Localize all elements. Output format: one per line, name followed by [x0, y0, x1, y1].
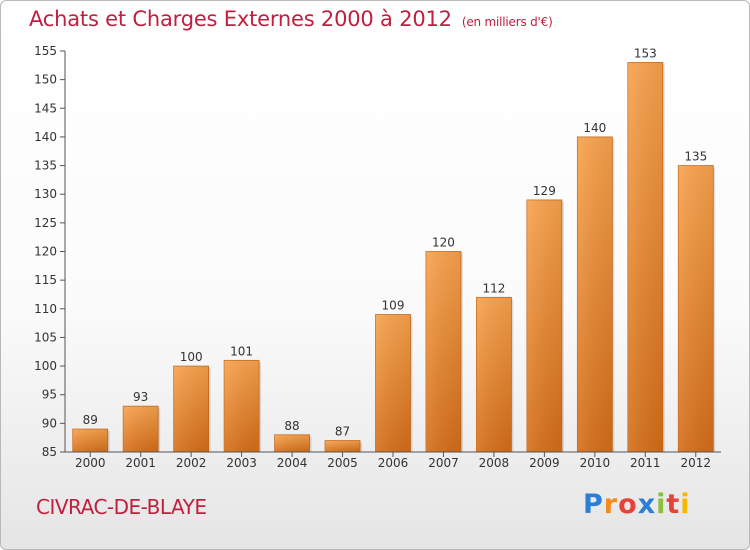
data-label: 140	[583, 121, 606, 135]
data-label: 87	[335, 425, 350, 439]
y-tick-label: 140	[34, 130, 57, 144]
data-label: 120	[432, 236, 455, 250]
bar-highlight	[425, 251, 461, 452]
y-tick-label: 155	[34, 44, 57, 58]
proxiti-logo: Proxiti	[583, 489, 691, 520]
x-tick-label: 2007	[428, 456, 459, 470]
logo-letter: o	[618, 489, 638, 520]
y-tick-label: 95	[42, 388, 57, 402]
y-tick-label: 115	[34, 273, 57, 287]
bar-highlight	[274, 434, 310, 452]
data-label: 101	[230, 344, 253, 358]
y-tick-label: 120	[34, 245, 57, 259]
x-tick-label: 2006	[378, 456, 409, 470]
data-label: 112	[482, 281, 505, 295]
y-tick-label: 85	[42, 445, 57, 459]
y-tick-label: 145	[34, 101, 57, 115]
bar-highlight	[577, 136, 613, 452]
bar-highlight	[72, 429, 108, 452]
logo-letter: x	[637, 489, 657, 520]
data-label: 93	[133, 390, 148, 404]
bar-highlight	[476, 297, 512, 452]
logo-letter: t	[666, 489, 681, 520]
x-tick-label: 2011	[630, 456, 661, 470]
x-tick-label: 2008	[479, 456, 510, 470]
data-label: 129	[533, 184, 556, 198]
x-tick-label: 2003	[226, 456, 257, 470]
logo-letter: r	[603, 489, 619, 520]
x-tick-label: 2009	[529, 456, 560, 470]
bar-highlight	[224, 360, 260, 452]
data-label: 109	[382, 299, 405, 313]
data-label: 100	[180, 350, 203, 364]
bar-highlight	[375, 314, 411, 452]
x-tick-label: 2004	[277, 456, 308, 470]
logo-letter: P	[583, 489, 604, 520]
y-tick-label: 110	[34, 302, 57, 316]
bar-highlight	[627, 62, 663, 452]
y-axis: 85 90 95 100 105 110 115 120 125 130 135 140 145 150 1…	[34, 44, 66, 459]
data-label: 89	[83, 413, 98, 427]
x-tick-label: 2010	[580, 456, 611, 470]
logo-letter: i	[656, 489, 667, 520]
y-tick-label: 100	[34, 359, 57, 373]
y-tick-label: 90	[42, 416, 57, 430]
bar-highlight	[526, 199, 562, 452]
x-tick-label: 2002	[176, 456, 207, 470]
x-axis: 2000 2001 2002 2003 2004 2005 2006 2007 2008 2009…	[65, 451, 721, 470]
bar-highlight	[123, 406, 159, 452]
bar-highlight	[325, 440, 361, 452]
bar-highlight	[678, 165, 714, 453]
y-tick-label: 130	[34, 187, 57, 201]
y-tick-label: 125	[34, 216, 57, 230]
y-tick-label: 135	[34, 159, 57, 173]
y-tick-label: 105	[34, 330, 57, 344]
y-tick-label: 150	[34, 73, 57, 87]
x-tick-label: 2005	[327, 456, 358, 470]
data-label: 88	[284, 419, 299, 433]
chart-title-text: Achats et Charges Externes 2000 à 2012	[29, 7, 452, 31]
data-label: 135	[684, 150, 707, 164]
bars: 89 93 100 101 88 87 109 120 112 129 140 153 135	[72, 46, 716, 453]
commune-name: CIVRAC-DE-BLAYE	[36, 495, 207, 519]
data-label: 153	[634, 46, 657, 60]
bar-highlight	[173, 366, 209, 452]
logo-letter: i	[680, 489, 691, 520]
x-tick-label: 2001	[125, 456, 156, 470]
x-tick-label: 2000	[75, 456, 106, 470]
chart-title: Achats et Charges Externes 2000 à 2012 (e…	[29, 7, 553, 31]
x-tick-label: 2012	[680, 456, 711, 470]
chart-unit: (en milliers d'€)	[461, 15, 553, 29]
